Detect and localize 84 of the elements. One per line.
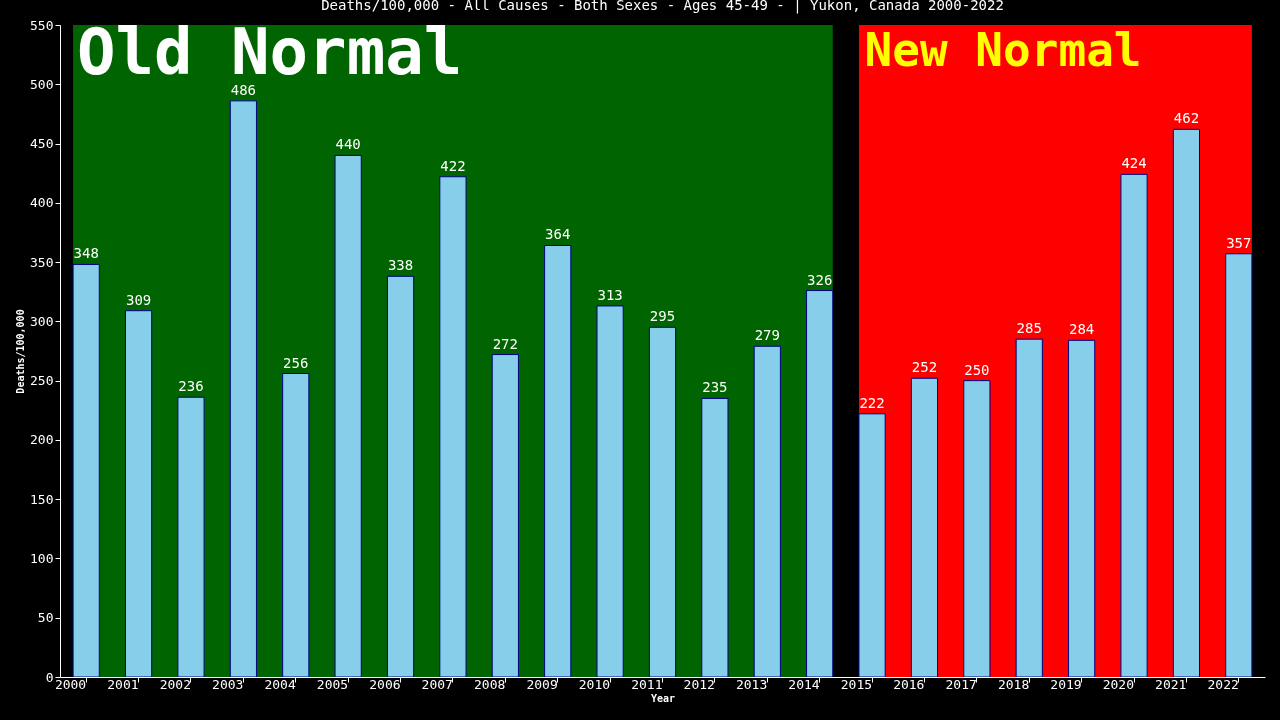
y-tick-label: 550	[30, 17, 54, 33]
x-tick-label: 2019	[1050, 676, 1082, 692]
bar	[439, 176, 467, 678]
data-label: 313	[597, 286, 623, 303]
data-label: 424	[1121, 155, 1147, 172]
data-label: 440	[335, 136, 361, 153]
bar	[177, 396, 205, 678]
x-tick-label: 2012	[683, 676, 715, 692]
data-label: 364	[545, 226, 571, 243]
data-label: 235	[702, 379, 728, 396]
x-tick-label: 2017	[945, 676, 977, 692]
x-tick-label: 2000	[54, 676, 87, 692]
data-label: 295	[649, 308, 676, 325]
y-tick-label: 250	[30, 373, 54, 389]
y-tick-label: 200	[30, 432, 54, 448]
bar	[910, 377, 939, 678]
data-label: 285	[1016, 320, 1042, 337]
x-tick-label: 2016	[893, 676, 925, 692]
bar	[491, 354, 519, 678]
data-label: 252	[911, 359, 938, 376]
band-label: New Normal	[864, 23, 1142, 77]
bar	[701, 397, 729, 678]
x-tick-label: 2015	[840, 676, 873, 692]
y-tick-label: 450	[30, 136, 54, 152]
x-axis-title: Year	[650, 692, 676, 704]
data-label: 422	[440, 157, 466, 174]
bar	[544, 244, 572, 678]
data-label: 309	[125, 291, 152, 308]
x-tick-label: 2010	[578, 676, 611, 692]
y-axis-title: Deaths/100,000	[15, 309, 27, 394]
bar	[1120, 173, 1148, 678]
x-tick-label: 2021	[1155, 676, 1187, 692]
bar	[753, 345, 781, 678]
bar	[124, 310, 153, 678]
bar	[334, 154, 362, 678]
bar	[806, 290, 834, 678]
bar	[282, 373, 310, 678]
y-tick-label: 350	[30, 254, 54, 270]
data-label: 284	[1068, 321, 1095, 338]
x-tick-label: 2013	[735, 676, 768, 692]
x-tick-label: 2006	[369, 676, 401, 692]
bar	[1068, 339, 1096, 678]
data-label: 357	[1226, 234, 1252, 251]
y-tick-label: 0	[45, 669, 54, 685]
x-tick-label: 2001	[107, 676, 139, 692]
y-tick-label: 100	[30, 550, 54, 566]
bar	[648, 326, 677, 678]
x-tick-label: 2007	[421, 676, 453, 692]
data-label: 326	[807, 271, 833, 288]
bar	[386, 275, 415, 678]
y-tick-label: 50	[37, 610, 54, 626]
data-label: 462	[1173, 110, 1200, 127]
x-tick-label: 2008	[474, 676, 506, 692]
x-tick-label: 2002	[159, 676, 191, 692]
x-tick-label: 2020	[1102, 676, 1135, 692]
x-tick-label: 2003	[212, 676, 244, 692]
x-tick-label: 2004	[264, 676, 296, 692]
bar	[1015, 338, 1043, 678]
data-label: 256	[283, 354, 309, 371]
bar	[858, 413, 886, 678]
bar	[72, 263, 100, 678]
chart-title: Deaths/100,000 - All Causes - Both Sexes - Ages 45-49 - | Yukon, Canada 2000-2022	[321, 0, 1004, 14]
bar	[963, 380, 991, 678]
data-label: 250	[964, 361, 990, 378]
bar	[1172, 128, 1201, 678]
x-tick-label: 2014	[788, 676, 820, 692]
y-tick-label: 150	[30, 491, 54, 507]
data-label: 348	[73, 245, 99, 262]
bar	[596, 305, 624, 678]
x-tick-label: 2009	[526, 676, 558, 692]
x-tick-label: 2005	[316, 676, 349, 692]
x-tick-label: 2018	[997, 676, 1030, 692]
data-label: 338	[387, 257, 414, 274]
y-tick-label: 400	[30, 195, 54, 211]
bar	[1225, 253, 1253, 678]
x-tick-label: 2022	[1207, 676, 1239, 692]
data-label: 272	[492, 335, 518, 352]
y-tick-label: 500	[30, 76, 54, 92]
x-tick-label: 2011	[631, 676, 663, 692]
data-label: 236	[178, 378, 204, 395]
y-tick-label: 300	[30, 313, 54, 329]
data-label: 222	[859, 394, 885, 411]
data-label: 279	[754, 327, 780, 344]
bar	[229, 100, 257, 678]
